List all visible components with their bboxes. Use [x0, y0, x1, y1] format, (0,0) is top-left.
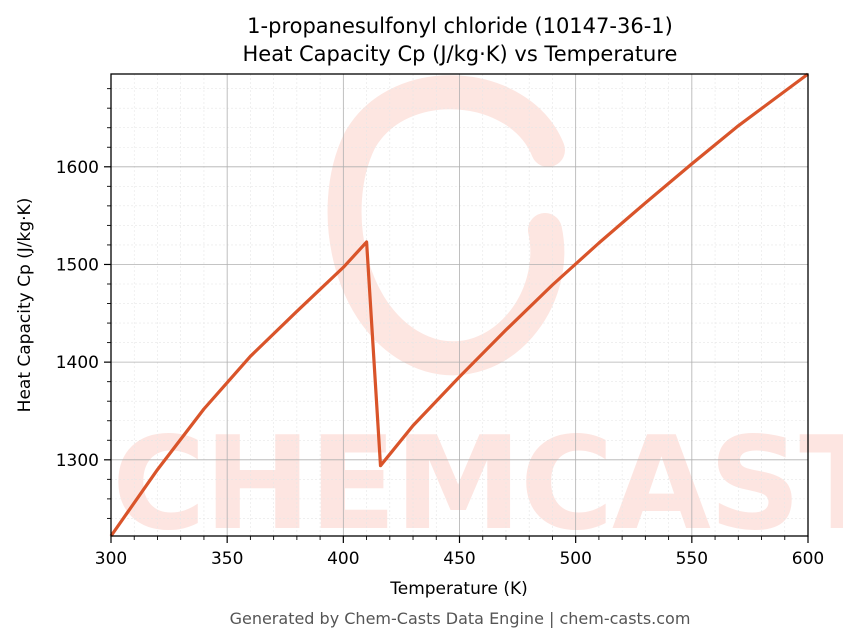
y-tick-label: 1600: [56, 158, 99, 178]
y-tick-label: 1500: [56, 255, 99, 275]
x-tick-label: 300: [95, 549, 127, 569]
x-axis: 300 350 400 450 500 550 600: [95, 536, 824, 569]
x-tick-label: 500: [559, 549, 591, 569]
x-tick-label: 550: [676, 549, 708, 569]
y-tick-label: 1300: [56, 451, 99, 471]
x-tick-label: 450: [443, 549, 475, 569]
footer-credit: Generated by Chem-Casts Data Engine | ch…: [230, 609, 691, 628]
x-tick-label: 400: [327, 549, 359, 569]
y-axis: 1300 1400 1500 1600: [56, 88, 111, 519]
watermark: CHEMCASTS: [112, 75, 843, 559]
x-tick-label: 600: [792, 549, 824, 569]
x-axis-label: Temperature (K): [389, 579, 528, 599]
chart-title-line1: 1-propanesulfonyl chloride (10147-36-1): [247, 14, 673, 38]
major-grid: [110, 74, 809, 536]
watermark-swirl: [327, 75, 565, 376]
y-tick-label: 1400: [56, 353, 99, 373]
chart-title-line2: Heat Capacity Cp (J/kg·K) vs Temperature: [243, 42, 678, 66]
x-tick-label: 350: [211, 549, 243, 569]
watermark-text: CHEMCASTS: [112, 410, 843, 559]
series-line: [109, 72, 809, 537]
y-axis-label: Heat Capacity Cp (J/kg·K): [15, 198, 35, 413]
